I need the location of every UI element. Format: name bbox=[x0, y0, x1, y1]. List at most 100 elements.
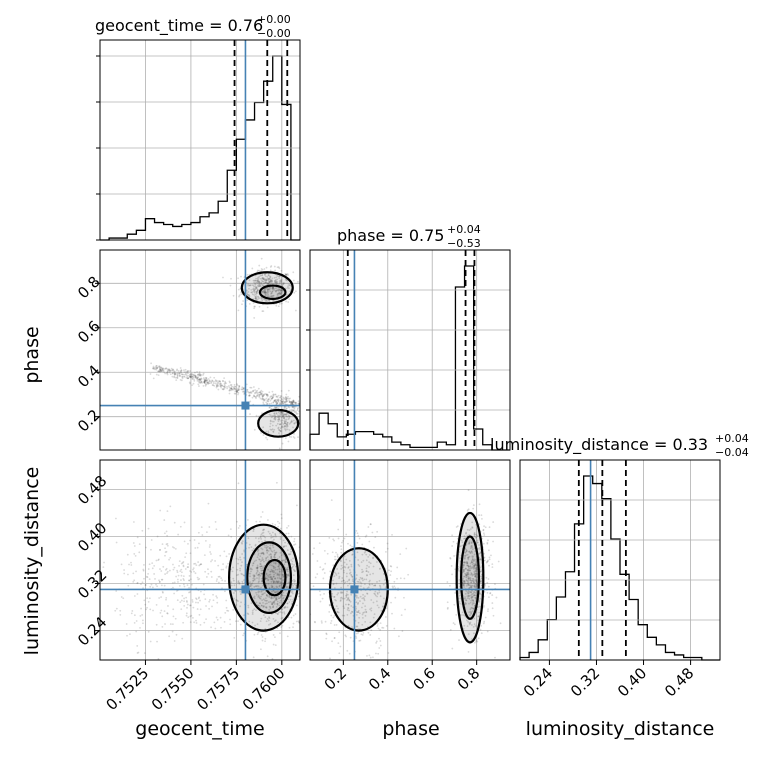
sample-point bbox=[173, 376, 176, 379]
sample-point bbox=[270, 553, 272, 556]
sample-point bbox=[273, 562, 275, 564]
sample-point bbox=[264, 575, 267, 578]
sample-point bbox=[140, 583, 142, 585]
sample-point bbox=[280, 412, 283, 415]
sample-point bbox=[473, 585, 476, 587]
sample-point bbox=[275, 596, 278, 599]
sample-point bbox=[271, 428, 274, 431]
sample-point bbox=[259, 555, 262, 558]
sample-point bbox=[163, 610, 166, 613]
sample-point bbox=[362, 593, 364, 596]
sample-point bbox=[359, 576, 362, 579]
sample-point bbox=[275, 599, 277, 602]
sample-point bbox=[272, 546, 275, 549]
sample-point bbox=[252, 562, 255, 565]
sample-point bbox=[159, 369, 162, 372]
panel-frame bbox=[309, 249, 511, 451]
sample-point bbox=[237, 393, 239, 396]
sample-point bbox=[195, 622, 198, 624]
sample-point bbox=[235, 390, 238, 393]
sample-point bbox=[166, 612, 169, 615]
sample-point bbox=[477, 615, 480, 618]
sample-point bbox=[340, 592, 343, 594]
sample-point bbox=[467, 592, 469, 595]
sample-point bbox=[324, 620, 327, 623]
sample-point bbox=[293, 437, 296, 439]
sample-point bbox=[187, 377, 189, 380]
sample-point bbox=[165, 367, 167, 370]
sample-point bbox=[222, 385, 225, 388]
sample-point bbox=[259, 565, 261, 568]
sample-point bbox=[281, 411, 284, 414]
sample-point bbox=[276, 581, 279, 584]
sample-point bbox=[278, 280, 281, 283]
sample-point bbox=[304, 423, 306, 425]
truth-marker bbox=[241, 401, 250, 410]
sample-point bbox=[258, 269, 260, 272]
sample-point bbox=[248, 295, 251, 298]
sample-point bbox=[271, 424, 274, 427]
sample-point bbox=[472, 580, 475, 583]
sample-point bbox=[275, 395, 278, 398]
sample-point bbox=[374, 584, 377, 587]
sample-point bbox=[272, 286, 274, 289]
sample-point bbox=[142, 568, 145, 571]
sample-point bbox=[159, 548, 161, 551]
sample-point bbox=[270, 280, 273, 283]
sample-point bbox=[266, 577, 269, 580]
sample-point bbox=[270, 550, 273, 552]
sample-point bbox=[474, 572, 477, 575]
sample-point bbox=[478, 523, 481, 526]
sample-point bbox=[258, 558, 261, 561]
sample-point bbox=[307, 644, 309, 646]
sample-point bbox=[229, 623, 232, 626]
sample-point bbox=[271, 290, 274, 293]
sample-point bbox=[462, 627, 465, 630]
sample-point bbox=[480, 558, 483, 561]
sample-point bbox=[265, 594, 268, 597]
sample-point bbox=[325, 637, 328, 640]
sample-point bbox=[291, 401, 293, 404]
sample-point bbox=[264, 616, 267, 619]
sample-point bbox=[271, 585, 274, 588]
sample-point bbox=[256, 556, 259, 559]
sample-point bbox=[343, 668, 345, 670]
sample-point bbox=[371, 531, 374, 534]
sample-point bbox=[251, 549, 254, 552]
sample-point bbox=[188, 591, 190, 594]
sample-point bbox=[275, 281, 278, 284]
sample-point bbox=[282, 545, 285, 548]
sample-point bbox=[326, 552, 329, 555]
sample-point bbox=[293, 401, 295, 403]
sample-point bbox=[205, 618, 207, 621]
sample-point bbox=[475, 589, 478, 592]
title-geocent-time: geocent_time = 0.76 +0.00 −0.00 bbox=[95, 13, 291, 40]
sample-point bbox=[277, 305, 280, 308]
sample-point bbox=[275, 412, 278, 415]
sample-point bbox=[279, 399, 282, 402]
sample-point bbox=[473, 572, 476, 574]
sample-point bbox=[261, 565, 263, 568]
sample-point bbox=[272, 597, 274, 600]
sample-point bbox=[484, 526, 487, 529]
sample-point bbox=[193, 378, 195, 381]
sample-point bbox=[479, 628, 482, 631]
sample-point bbox=[237, 562, 239, 565]
sample-point bbox=[463, 561, 466, 564]
sample-point bbox=[280, 302, 283, 305]
sample-point bbox=[336, 593, 339, 596]
sample-point bbox=[462, 579, 465, 582]
sample-point bbox=[186, 370, 188, 373]
sample-point bbox=[366, 564, 369, 567]
sample-point bbox=[277, 295, 279, 298]
sample-point bbox=[205, 383, 207, 386]
sample-point bbox=[479, 570, 482, 573]
sample-point bbox=[265, 606, 268, 608]
sample-point bbox=[203, 381, 206, 384]
tick-label-x-luminosity_distance: 0.24 bbox=[520, 664, 556, 700]
sample-point bbox=[474, 563, 477, 566]
sample-point bbox=[275, 402, 278, 405]
sample-point bbox=[277, 580, 280, 583]
sample-point bbox=[463, 580, 465, 583]
sample-point bbox=[125, 623, 128, 625]
